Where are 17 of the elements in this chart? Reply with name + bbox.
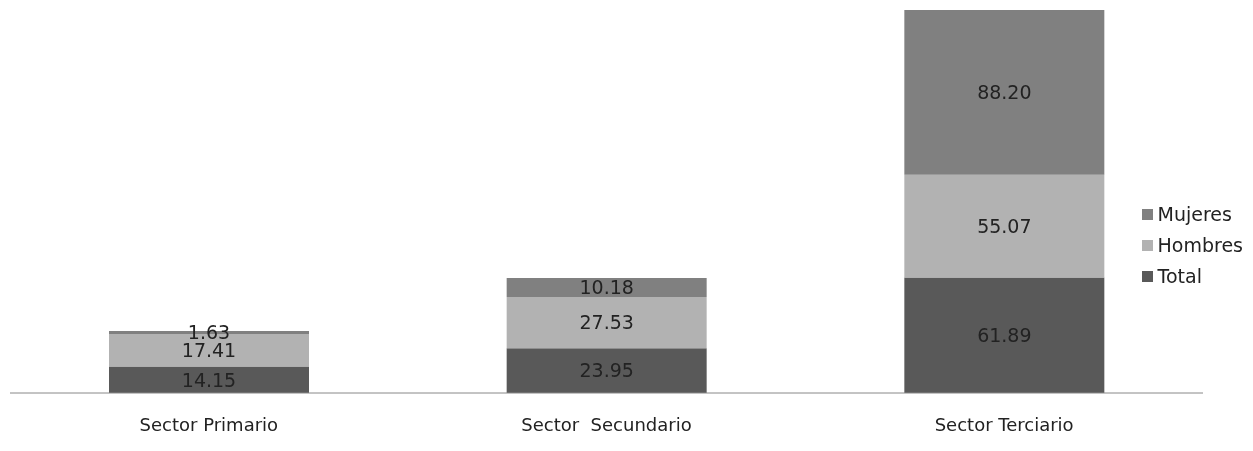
- bar: [506, 348, 707, 393]
- x-tick-label: Sector Terciario: [934, 414, 1074, 435]
- bar: [506, 296, 707, 349]
- legend-label: Total: [1156, 265, 1203, 287]
- x-tick-label: Sector Primario: [139, 414, 279, 435]
- legend-label: Hombres: [1156, 234, 1243, 256]
- data-label: 88.20: [977, 81, 1032, 104]
- bar: [904, 277, 1105, 393]
- data-label: 55.07: [977, 214, 1032, 237]
- legend-label: Mujeres: [1156, 203, 1233, 225]
- bar: [904, 174, 1105, 278]
- data-label: 27.53: [579, 311, 634, 334]
- data-label: 61.89: [977, 323, 1032, 346]
- x-tick-label: Sector Secundario: [521, 414, 692, 435]
- data-label: 10.18: [579, 276, 634, 299]
- bar: [506, 277, 707, 297]
- bar: [904, 10, 1105, 175]
